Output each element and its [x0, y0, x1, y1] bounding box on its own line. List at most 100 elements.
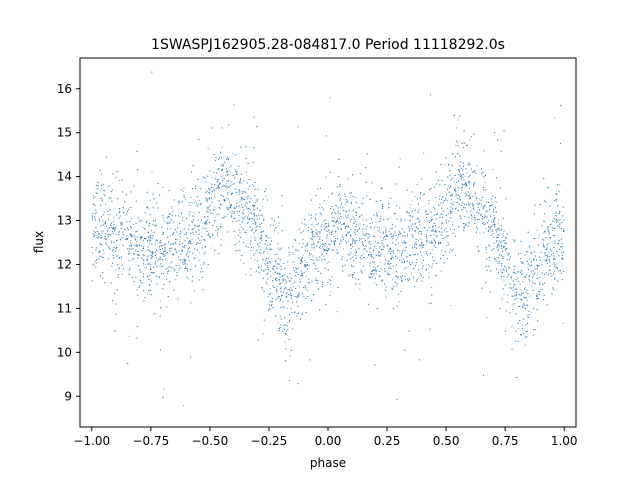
data-point — [463, 203, 465, 205]
data-point — [528, 314, 530, 316]
data-point — [452, 232, 454, 234]
data-point — [111, 227, 113, 229]
data-point — [421, 254, 423, 256]
data-point — [534, 255, 536, 257]
data-point — [139, 279, 141, 281]
data-point — [559, 223, 561, 225]
data-point — [295, 267, 297, 269]
data-point — [554, 270, 556, 272]
data-point — [385, 228, 387, 230]
data-point — [109, 234, 111, 236]
data-point — [456, 127, 458, 129]
data-point — [543, 299, 545, 301]
data-point — [497, 219, 499, 221]
data-point — [209, 235, 211, 237]
data-point — [99, 220, 101, 222]
data-point — [551, 275, 553, 277]
data-point — [156, 283, 158, 285]
data-point — [319, 231, 321, 233]
data-point — [135, 236, 137, 238]
data-point — [333, 235, 335, 237]
data-point — [468, 195, 470, 197]
data-point — [315, 218, 317, 220]
data-point — [95, 196, 97, 198]
data-point — [190, 302, 192, 304]
data-point — [421, 231, 423, 233]
data-point — [396, 257, 398, 259]
data-point — [372, 272, 374, 274]
data-point — [498, 227, 500, 229]
data-point — [250, 257, 252, 259]
data-point — [485, 251, 487, 253]
data-point — [345, 235, 347, 237]
data-point — [502, 257, 504, 259]
data-point — [312, 230, 314, 232]
data-point — [315, 194, 317, 196]
data-point — [489, 291, 491, 293]
data-point — [278, 296, 280, 298]
data-point — [288, 289, 290, 291]
data-point — [265, 236, 267, 238]
data-point — [216, 180, 218, 182]
data-point — [292, 301, 294, 303]
data-point — [302, 254, 304, 256]
data-point — [226, 171, 228, 173]
data-point — [514, 295, 516, 297]
data-point — [195, 188, 197, 190]
data-point — [149, 284, 151, 286]
data-point — [375, 221, 377, 223]
data-point — [328, 229, 330, 231]
data-point — [226, 170, 228, 172]
data-point — [546, 244, 548, 246]
data-point — [225, 182, 227, 184]
data-point — [391, 279, 393, 281]
data-point — [488, 265, 490, 267]
data-point — [134, 237, 136, 239]
data-point — [425, 269, 427, 271]
data-point — [132, 248, 134, 250]
data-point — [105, 156, 107, 158]
data-point — [156, 257, 158, 259]
data-point — [246, 208, 248, 210]
data-point — [319, 309, 321, 311]
data-point — [442, 237, 444, 239]
data-point — [173, 243, 175, 245]
data-point — [448, 244, 450, 246]
data-point — [115, 269, 117, 271]
data-point — [529, 280, 531, 282]
data-point — [469, 139, 471, 141]
data-point — [196, 196, 198, 198]
data-point — [503, 293, 505, 295]
data-point — [238, 220, 240, 222]
data-point — [171, 215, 173, 217]
data-point — [98, 236, 100, 238]
data-point — [447, 185, 449, 187]
data-point — [379, 231, 381, 233]
data-point — [243, 217, 245, 219]
data-point — [148, 235, 150, 237]
data-point — [283, 262, 285, 264]
data-point — [308, 256, 310, 258]
data-point — [195, 243, 197, 245]
data-point — [253, 209, 255, 211]
data-point — [350, 201, 352, 203]
data-point — [503, 279, 505, 281]
data-point — [225, 197, 227, 199]
data-point — [548, 251, 550, 253]
data-point — [237, 250, 238, 252]
data-point — [180, 213, 182, 215]
data-point — [149, 254, 151, 256]
data-point — [435, 275, 437, 277]
data-point — [465, 195, 467, 197]
data-point — [354, 232, 356, 234]
data-point — [250, 236, 252, 238]
data-point — [372, 250, 374, 252]
data-point — [236, 202, 238, 204]
data-point — [405, 267, 407, 269]
data-point — [373, 257, 375, 259]
data-point — [421, 262, 423, 264]
data-point — [140, 236, 142, 238]
data-point — [541, 225, 543, 227]
data-point — [296, 313, 298, 315]
data-point — [252, 227, 254, 229]
